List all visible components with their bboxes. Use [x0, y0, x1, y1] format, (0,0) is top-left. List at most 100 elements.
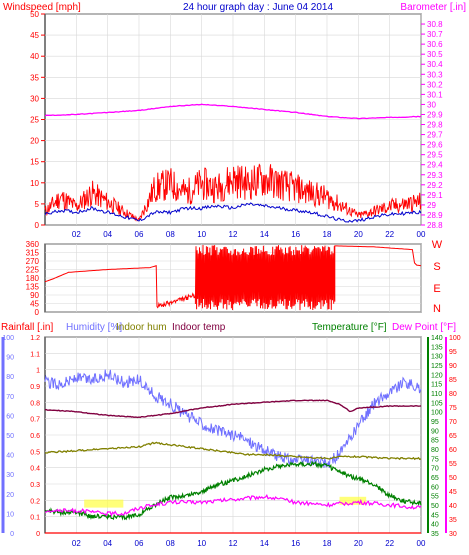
y-tick-label: 45 — [30, 31, 39, 40]
grid — [45, 336, 422, 534]
rain-tick-label: 0.8 — [30, 400, 40, 407]
x-tick-label: 18 — [323, 539, 332, 548]
barometer-axis-title: Barometer [.in] — [400, 2, 466, 13]
x-tick-label: 06 — [135, 539, 144, 548]
y-tick-label: 90 — [30, 291, 39, 300]
temperature-tick-label: 75 — [431, 456, 439, 463]
temperature-tick-label: 55 — [431, 494, 439, 501]
x-tick-label: 22 — [385, 230, 394, 239]
y-tick-label: 30.4 — [427, 60, 443, 69]
humidity-tick-label: 30 — [6, 472, 14, 479]
temperature-tick-label: 90 — [431, 428, 439, 435]
windspeed-axis-title: Windspeed [mph] — [3, 2, 81, 13]
series-layer — [44, 369, 422, 534]
windspeed-axis: 0 5 10 15 20 25 30 35 40 45 50 — [30, 10, 45, 230]
rain-tick-label: 0.4 — [30, 466, 40, 473]
y-tick-label: 135 — [26, 283, 40, 292]
dewpoint-tick-label: 50 — [449, 475, 457, 482]
y-tick-label: 180 — [26, 274, 40, 283]
y-tick-label: 0 — [35, 308, 40, 317]
temperature-tick-label: 130 — [431, 354, 443, 361]
x-tick-label: 14 — [260, 539, 269, 548]
rain-tick-label: 0.2 — [30, 498, 40, 505]
series-layer — [44, 103, 422, 223]
y-tick-label: 360 — [26, 240, 40, 249]
y-tick-label: 29 — [427, 201, 436, 210]
x-tick-label: 04 — [103, 230, 112, 239]
y-tick-label: 29.6 — [427, 141, 443, 150]
humidity-tick-label: 20 — [6, 492, 14, 499]
x-tick-label: 18 — [323, 230, 332, 239]
y-tick-label: 30.6 — [427, 40, 443, 49]
barometer-axis: 28.828.92929.129.229.329.429.529.629.729… — [421, 20, 443, 230]
dewpoint-tick-label: 100 — [449, 335, 461, 342]
compass-label: W — [432, 239, 443, 251]
y-tick-label: 45 — [30, 300, 39, 309]
y-tick-label: 28.8 — [427, 221, 443, 230]
y-tick-label: 25 — [30, 116, 39, 125]
temperature-tick-label: 110 — [431, 391, 442, 398]
chart-title: 24 hour graph day : June 04 2014 — [183, 2, 334, 13]
dewpoint-tick-label: 40 — [449, 503, 457, 510]
humidity-tick-label: 0 — [10, 531, 14, 538]
y-tick-label: 30.2 — [427, 80, 443, 89]
y-tick-label: 29.1 — [427, 191, 443, 200]
y-tick-label: 29.8 — [427, 121, 443, 130]
x-tick-label: 20 — [354, 230, 363, 239]
rain-tick-label: 1.1 — [30, 351, 40, 358]
y-tick-label: 50 — [30, 10, 39, 19]
dewpoint-tick-label: 80 — [449, 391, 457, 398]
y-tick-label: 315 — [26, 249, 40, 258]
y-tick-label: 29.2 — [427, 181, 443, 190]
temperature-tick-label: 140 — [431, 335, 443, 342]
temperature-humidity-panel: 0 0.1 0.2 0.3 0.4 0.5 0.6 0.7 0.8 0.9 1 1.1 1.2 0 10 20… — [1, 335, 461, 548]
dewpoint-tick-label: 35 — [449, 517, 457, 524]
x-tick-label: 20 — [354, 539, 363, 548]
y-tick-label: 30.1 — [427, 90, 443, 99]
temperature-tick-label: 115 — [431, 382, 442, 389]
dewpoint-tick-label: 95 — [449, 349, 457, 356]
x-tick-label: 22 — [385, 539, 394, 548]
series-layer — [44, 244, 422, 311]
time-axis: 02 04 06 08 10 12 14 16 18 20 22 00 — [72, 230, 426, 239]
dewpoint-line — [44, 494, 422, 517]
temperature-line — [44, 460, 422, 521]
x-tick-label: 10 — [197, 539, 206, 548]
rain-tick-label: 0.5 — [30, 449, 40, 456]
x-tick-label: 10 — [197, 230, 206, 239]
x-tick-label: 16 — [291, 230, 300, 239]
rain-tick-label: 0.7 — [30, 417, 40, 424]
temperature-tick-label: 80 — [431, 447, 439, 454]
x-tick-label: 08 — [166, 230, 175, 239]
dewpoint-tick-label: 70 — [449, 419, 457, 426]
y-tick-label: 30.5 — [427, 50, 443, 59]
temperature-tick-label: 95 — [431, 419, 439, 426]
temperature-axis-title: Temperature [°F] — [312, 322, 387, 333]
x-tick-label: 16 — [291, 539, 300, 548]
wind-direction-line — [44, 244, 422, 311]
y-tick-label: 35 — [30, 73, 39, 82]
dewpoint-tick-label: 85 — [449, 377, 457, 384]
y-tick-label: 10 — [30, 179, 39, 188]
y-tick-label: 29.9 — [427, 110, 443, 119]
x-tick-label: 06 — [135, 230, 144, 239]
wind-average-line — [44, 202, 422, 223]
x-tick-label: 12 — [229, 539, 238, 548]
y-tick-label: 30 — [30, 94, 39, 103]
x-tick-label: 00 — [417, 539, 426, 548]
y-tick-label: 30.7 — [427, 30, 443, 39]
x-tick-label: 00 — [417, 230, 426, 239]
temperature-tick-label: 85 — [431, 438, 439, 445]
temperature-tick-label: 50 — [431, 503, 439, 510]
indoor-temperature-line — [44, 399, 422, 419]
compass-label: N — [433, 303, 441, 315]
time-axis: 02 04 06 08 10 12 14 16 18 20 22 00 — [72, 539, 426, 548]
humidity-tick-label: 90 — [6, 355, 14, 362]
value-axes: 0 0.1 0.2 0.3 0.4 0.5 0.6 0.7 0.8 0.9 1 1.1 1.2 0 10 20… — [1, 335, 461, 538]
x-tick-label: 04 — [103, 539, 112, 548]
rain-tick-label: 0.3 — [30, 482, 40, 489]
y-tick-label: 270 — [26, 257, 40, 266]
humidity-tick-label: 50 — [6, 433, 14, 440]
rain-tick-label: 0.1 — [30, 515, 40, 522]
